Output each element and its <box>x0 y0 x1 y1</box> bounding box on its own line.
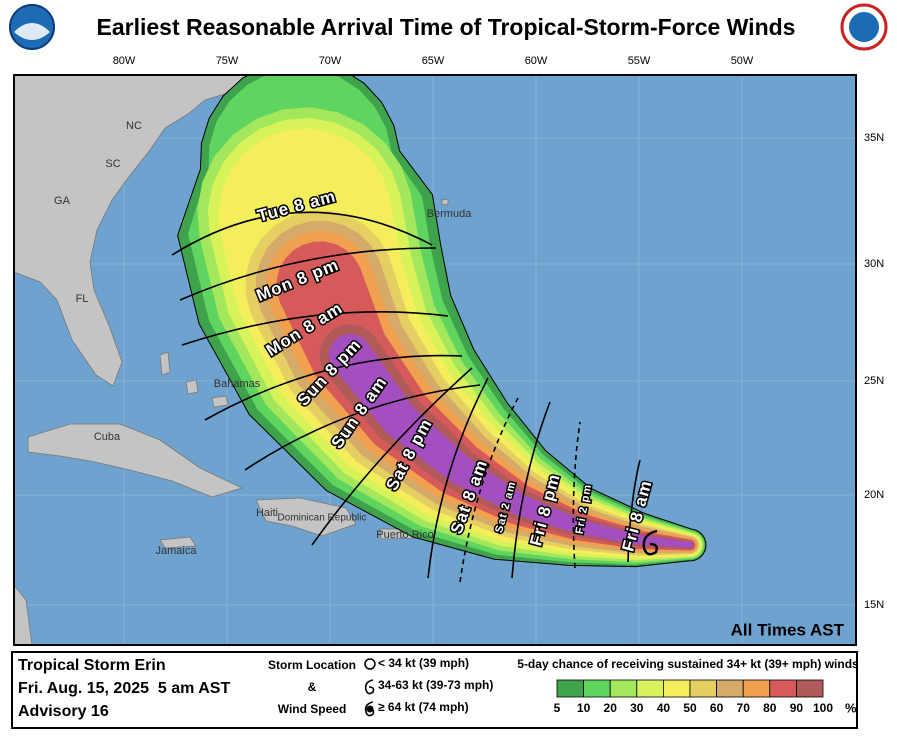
colorbar-label: 90 <box>790 701 804 715</box>
symbol-label: ≥ 64 kt (74 mph) <box>378 700 469 714</box>
symbol-label: 34-63 kt (39-73 mph) <box>378 678 493 692</box>
legend-panel <box>11 651 858 729</box>
lon-label: 55W <box>628 55 651 67</box>
isochrone <box>627 459 641 563</box>
colorbar-label: 10 <box>577 701 591 715</box>
isochrone <box>171 211 433 256</box>
symbol-title: & <box>308 680 317 694</box>
land <box>159 351 171 376</box>
colorbar-label: 30 <box>630 701 644 715</box>
map: NC SC GA FL Bermuda Bahamas Cuba Haiti Dominican… <box>14 75 856 645</box>
symbol-label: < 34 kt (39 mph) <box>378 656 469 670</box>
colorbar-box <box>742 679 771 698</box>
colorbar-label: 20 <box>604 701 618 715</box>
place-label: Cuba <box>94 431 121 443</box>
isochrone <box>204 354 463 421</box>
land <box>14 584 33 645</box>
isochrone <box>181 311 449 346</box>
place-label: Jamaica <box>156 545 198 557</box>
storm-name: Tropical Storm Erin <box>18 657 166 674</box>
place-label: GA <box>54 195 71 207</box>
lon-label: 70W <box>319 55 342 67</box>
symbol-hurricane-core <box>366 705 374 713</box>
place-label: FL <box>76 293 89 305</box>
place-label: NC <box>126 120 142 132</box>
probability-title: 5-day chance of receiving sustained 34+ … <box>517 657 859 671</box>
colorbar-label: 60 <box>710 701 724 715</box>
land <box>27 423 244 498</box>
lat-label: 35N <box>864 132 884 144</box>
place-label: Puerto Rico <box>376 529 433 541</box>
land <box>255 497 357 537</box>
advisory-number: Advisory 16 <box>18 703 109 720</box>
lon-label: 60W <box>525 55 548 67</box>
place-label: Bermuda <box>427 208 473 220</box>
lat-label: 20N <box>864 489 884 501</box>
place-label: SC <box>105 158 120 170</box>
colorbar-label: 100 <box>813 701 833 715</box>
colorbar-label: 80 <box>763 701 777 715</box>
colorbar-box <box>636 679 664 698</box>
symbol-title: Wind Speed <box>278 702 347 716</box>
time-note: All Times AST <box>731 620 845 639</box>
symbol-storm <box>364 679 375 695</box>
isochrone <box>511 401 551 579</box>
isochrone <box>311 367 473 546</box>
land <box>211 395 229 408</box>
colorbar-box <box>663 679 691 698</box>
colorbar-box <box>609 679 638 698</box>
lon-label: 65W <box>422 55 445 67</box>
colorbar-box <box>689 679 718 698</box>
colorbar-label: 50 <box>683 701 697 715</box>
probability-band <box>329 334 693 548</box>
colorbar-box <box>556 679 585 698</box>
isochrone <box>459 397 519 583</box>
land <box>441 198 449 206</box>
symbol-title: Storm Location <box>268 658 356 672</box>
colorbar-box <box>796 679 824 698</box>
land <box>185 379 199 395</box>
map-frame <box>13 74 857 646</box>
noaa-logo-bird <box>14 23 50 40</box>
advisory-time: Fri. Aug. 15, 2025 5 am AST <box>18 680 230 697</box>
title: Earliest Reasonable Arrival Time of Trop… <box>97 14 796 40</box>
lat-label: 15N <box>864 599 884 611</box>
place-label: Dominican Republic <box>278 513 367 524</box>
colorbar-label: 5 <box>554 701 561 715</box>
colorbar-label: 40 <box>657 701 671 715</box>
lon-label: 50W <box>731 55 754 67</box>
colorbar-box <box>716 679 744 698</box>
symbol-depression <box>364 658 376 670</box>
place-label: Haiti <box>256 507 278 519</box>
isochrone <box>179 247 437 301</box>
nws-logo-inner <box>849 12 879 42</box>
colorbar-box <box>583 679 611 698</box>
isochrone <box>427 377 489 579</box>
storm-symbol <box>642 529 658 556</box>
land <box>14 75 256 387</box>
lat-label: 30N <box>864 258 884 270</box>
lon-label: 75W <box>216 55 239 67</box>
place-label: Bahamas <box>214 378 261 390</box>
probability-unit: % <box>845 700 857 715</box>
colorbar-label: 70 <box>737 701 751 715</box>
lon-label: 80W <box>113 55 136 67</box>
isochrone <box>572 421 581 569</box>
colorbar-box <box>769 679 797 698</box>
lat-label: 25N <box>864 375 884 387</box>
land <box>159 536 197 549</box>
